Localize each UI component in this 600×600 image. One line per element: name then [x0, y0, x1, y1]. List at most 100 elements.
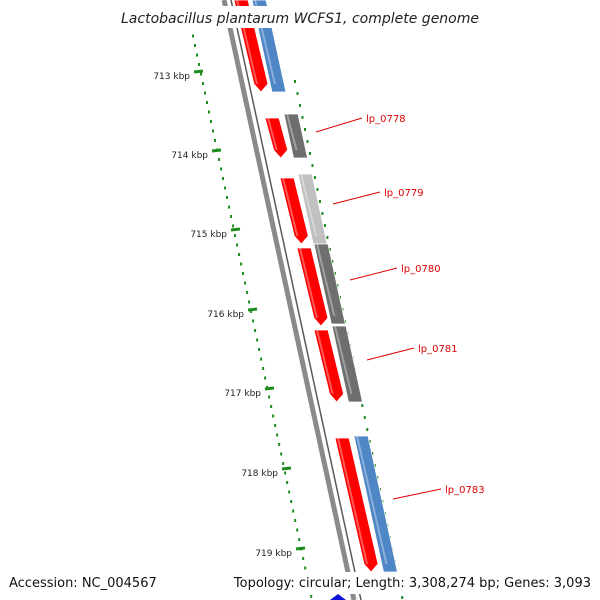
cds-gene-block [313, 329, 345, 403]
gc-dot [331, 260, 334, 263]
gc-dot [242, 272, 245, 275]
cds-gene-block-highlight [282, 178, 299, 236]
gene-label: lp_0779 [384, 188, 424, 199]
kbp-tick-label: 713 kbp [153, 72, 190, 82]
cog-gene-block [313, 243, 346, 325]
gc-dot [204, 91, 207, 95]
gc-dot [270, 405, 273, 408]
gc-dot [264, 376, 267, 380]
gene-label: lp_0778 [366, 114, 406, 125]
gc-dot [328, 248, 331, 251]
gc-dot [361, 404, 364, 407]
cds-gene-block [296, 247, 329, 327]
cds-gene-block-highlight [267, 118, 278, 150]
gc-dot [272, 414, 275, 418]
callout-line [332, 191, 381, 205]
gc-dot-track-left [186, 6, 313, 598]
kbp-tick-label: 715 kbp [190, 230, 227, 240]
gc-dot [192, 34, 195, 38]
gc-dot [296, 528, 299, 532]
gc-dot [304, 566, 307, 570]
gc-dot [262, 367, 265, 370]
gc-dot [218, 158, 221, 161]
kbp-tick-label: 717 kbp [224, 389, 261, 399]
gc-dot [212, 129, 215, 133]
gc-dot [274, 424, 277, 427]
gc-dot [366, 428, 369, 431]
gc-dot [238, 253, 241, 256]
cog-gene-block-highlight [286, 114, 298, 150]
gc-dot [308, 152, 311, 155]
gc-dot [310, 595, 313, 598]
gc-dot [288, 490, 291, 494]
cds-gene-block-highlight [316, 330, 334, 394]
gc-dot [210, 120, 213, 123]
gc-dot [246, 291, 249, 294]
gc-dot [363, 416, 366, 419]
gc-dot [313, 176, 316, 179]
gc-dot [244, 281, 247, 285]
cog-gene-block [331, 325, 363, 403]
gc-dot [294, 519, 297, 522]
cds-gene-block [279, 177, 309, 245]
gc-dot [292, 509, 295, 513]
gc-dot [290, 500, 293, 503]
backbone-line [221, 0, 357, 600]
gc-dot [236, 243, 239, 247]
kbp-axis: 713 kbp 714 kbp 715 kbp 716 kbp 717 kbp 718 k… [153, 69, 306, 559]
gc-dot [220, 167, 223, 171]
gc-dot [303, 128, 306, 131]
gc-dot [318, 200, 321, 203]
gc-dot [240, 262, 243, 266]
gc-dot [306, 140, 309, 143]
kbp-tick-mark [295, 546, 306, 551]
kbp-tick-mark [264, 386, 275, 391]
callout-line [392, 488, 442, 500]
gc-dot [296, 92, 299, 95]
footer-background [0, 572, 600, 594]
gc-dot [282, 462, 285, 465]
gene-callouts: lp_0778 lp_0779 lp_0780 lp_0781 lp_0783 [315, 114, 485, 500]
gc-dot [208, 110, 211, 114]
kbp-tick-mark [247, 307, 258, 312]
gc-dot [222, 177, 225, 180]
genome-summary-text: Topology: circular; Length: 3,308,274 bp… [233, 576, 591, 591]
gc-dot [214, 139, 217, 142]
gc-dot [298, 104, 301, 107]
gc-dot [284, 471, 287, 475]
cds-gene-block [264, 117, 289, 159]
accession-text: Accession: NC_004567 [9, 576, 157, 591]
gc-dot [200, 72, 203, 76]
kbp-tick-label: 716 kbp [207, 310, 244, 320]
gc-dot [258, 348, 261, 351]
gc-dot [333, 272, 336, 275]
gc-dot [260, 357, 263, 361]
kbp-tick-mark [281, 466, 292, 471]
gc-dot [280, 452, 283, 456]
callout-line [315, 117, 363, 133]
gene-features [233, 0, 398, 573]
callout-line [366, 347, 415, 361]
bottom-gene-fragment [330, 594, 346, 600]
map-title: Lactobacillus plantarum WCFS1, complete … [121, 11, 479, 27]
gc-dot [286, 481, 289, 484]
gc-dot [298, 538, 301, 541]
gc-dot [196, 53, 199, 57]
gc-dot [294, 80, 296, 83]
title-background [120, 6, 480, 28]
cds-gene-block [334, 437, 379, 573]
gc-dot [226, 196, 229, 199]
callout-line [349, 267, 398, 281]
gene-label: lp_0783 [445, 485, 485, 496]
gc-dot [254, 329, 257, 332]
gc-dot [248, 300, 251, 304]
cog-gene-block-highlight [316, 244, 336, 316]
kbp-tick-mark [230, 227, 241, 232]
gc-dot [301, 116, 304, 119]
kbp-tick-mark [211, 148, 222, 153]
gc-dot [256, 338, 259, 342]
gc-dot [316, 188, 319, 191]
gc-dot [371, 452, 374, 455]
cog-gene-block-highlight [356, 436, 388, 564]
